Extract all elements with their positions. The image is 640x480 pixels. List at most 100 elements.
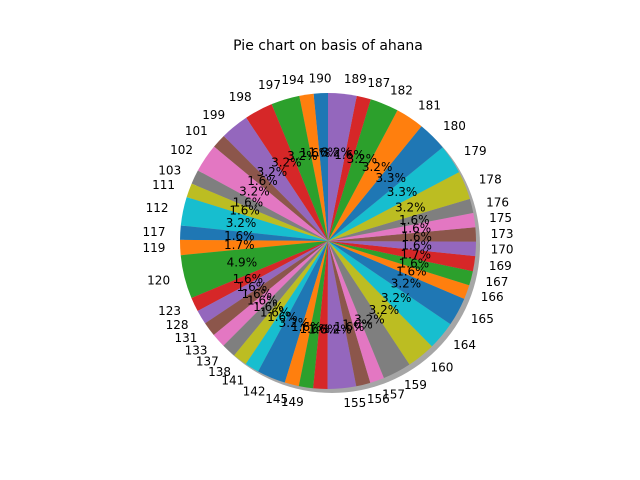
slice-percent-label: 1.6% xyxy=(401,221,432,235)
slice-label: 112 xyxy=(146,201,169,215)
slice-label: 102 xyxy=(170,143,193,157)
pie-slice xyxy=(328,93,357,241)
pie-slices xyxy=(180,93,476,389)
slice-label: 138 xyxy=(208,365,231,379)
pie-slice xyxy=(191,241,328,312)
slice-percent-label: 1.6% xyxy=(308,323,339,337)
slice-percent-label: 4.9% xyxy=(227,256,258,270)
slice-label: 103 xyxy=(158,164,181,178)
slice-percent-label: 1.6% xyxy=(229,204,260,218)
slice-percent-label: 3.2% xyxy=(391,277,422,291)
slice-label: 137 xyxy=(196,355,219,369)
slice-percent-label: 3.2% xyxy=(395,201,426,215)
pie-slice xyxy=(328,241,465,325)
slice-label: 198 xyxy=(229,90,252,104)
slice-percent-label: 1.6% xyxy=(291,320,322,334)
slice-label: 167 xyxy=(486,275,509,289)
pie-slice xyxy=(328,241,384,383)
pie-slice xyxy=(328,198,474,241)
slice-label: 160 xyxy=(430,361,453,375)
slice-percent-labels: 1.6%1.6%3.2%3.2%3.2%1.6%3.2%1.6%1.6%3.2%… xyxy=(224,145,432,336)
pie-slice xyxy=(271,95,328,241)
pie-slice xyxy=(180,239,328,256)
pie-slice xyxy=(328,241,451,347)
slice-percent-label: 1.6% xyxy=(242,287,273,301)
slice-label: 181 xyxy=(418,98,441,112)
slice-percent-label: 1.6% xyxy=(308,145,339,159)
slice-percent-label: 3.2% xyxy=(321,146,352,160)
slice-label: 179 xyxy=(464,144,487,158)
slice-percent-label: 1.7% xyxy=(400,248,431,262)
pie-slice xyxy=(223,117,328,241)
slice-percent-label: 1.6% xyxy=(253,300,284,314)
slice-percent-label: 3.2% xyxy=(354,313,385,327)
pie-slice xyxy=(328,172,470,241)
slice-label: 159 xyxy=(404,378,427,392)
pie-slice xyxy=(328,95,371,241)
pie-slice xyxy=(328,241,476,272)
slice-label: 145 xyxy=(265,392,288,406)
slice-label: 131 xyxy=(174,331,197,345)
slice-label: 155 xyxy=(343,396,366,410)
slice-percent-label: 1.6% xyxy=(233,196,264,210)
pie-slice xyxy=(298,241,328,389)
slice-label: 123 xyxy=(158,304,181,318)
pie-slice xyxy=(328,241,432,365)
slice-percent-label: 1.6% xyxy=(247,174,278,188)
slice-label: 173 xyxy=(491,227,514,241)
slice-label: 157 xyxy=(382,388,405,402)
slice-label: 149 xyxy=(281,395,304,409)
slice-label: 180 xyxy=(443,119,466,133)
slice-percent-label: 1.6% xyxy=(300,322,331,336)
slice-label: 120 xyxy=(147,274,170,288)
pie-slice xyxy=(327,241,357,389)
slice-label: 142 xyxy=(243,384,266,398)
pie-slice xyxy=(328,241,476,257)
slice-label: 199 xyxy=(202,108,225,122)
pie-slice xyxy=(313,241,328,389)
pie-slice xyxy=(223,241,328,356)
slice-label: 156 xyxy=(367,392,390,406)
slice-percent-label: 3.2% xyxy=(287,149,318,163)
pie-slice xyxy=(234,241,328,365)
slice-percent-label: 1.7% xyxy=(224,238,255,252)
pie-slice xyxy=(213,241,328,346)
pie-slice xyxy=(328,227,476,242)
pie-slice xyxy=(328,241,371,387)
slice-percent-label: 1.6% xyxy=(396,265,427,279)
slice-percent-label: 1.6% xyxy=(267,310,298,324)
slice-label: 190 xyxy=(309,71,332,85)
pie-slice xyxy=(180,241,328,299)
pie-slice xyxy=(205,241,328,336)
pie-slice xyxy=(299,93,328,242)
slice-percent-label: 3.2% xyxy=(321,322,352,336)
pie-slice xyxy=(328,241,470,299)
slice-percent-label: 3.3% xyxy=(387,185,418,199)
pie-slice xyxy=(180,197,328,241)
pie-slice xyxy=(313,93,328,241)
slice-percent-label: 3.2% xyxy=(271,156,302,170)
slice-label: 166 xyxy=(481,290,504,304)
slice-label: 169 xyxy=(489,259,512,273)
pie-slice xyxy=(197,146,328,241)
slice-percent-label: 3.3% xyxy=(375,171,406,185)
pie-slice xyxy=(328,110,422,241)
slice-percent-label: 1.6% xyxy=(401,239,432,253)
pie-slice xyxy=(328,241,473,286)
slice-percent-label: 1.6% xyxy=(334,320,365,334)
slice-label: 197 xyxy=(258,78,281,92)
slice-percent-label: 3.2% xyxy=(257,165,288,179)
slice-label: 170 xyxy=(491,243,514,257)
pie-slice xyxy=(191,170,328,241)
slice-percent-label: 1.6% xyxy=(224,229,255,243)
slice-percent-label: 3.2% xyxy=(369,303,400,317)
pie-slice xyxy=(197,241,328,324)
slice-percent-label: 3.2% xyxy=(381,291,412,305)
slice-percent-label: 3.2% xyxy=(226,216,257,230)
pie-slice xyxy=(284,241,328,387)
slice-label: 133 xyxy=(185,343,208,357)
pie-slice xyxy=(328,212,476,241)
slice-label: 175 xyxy=(489,211,512,225)
